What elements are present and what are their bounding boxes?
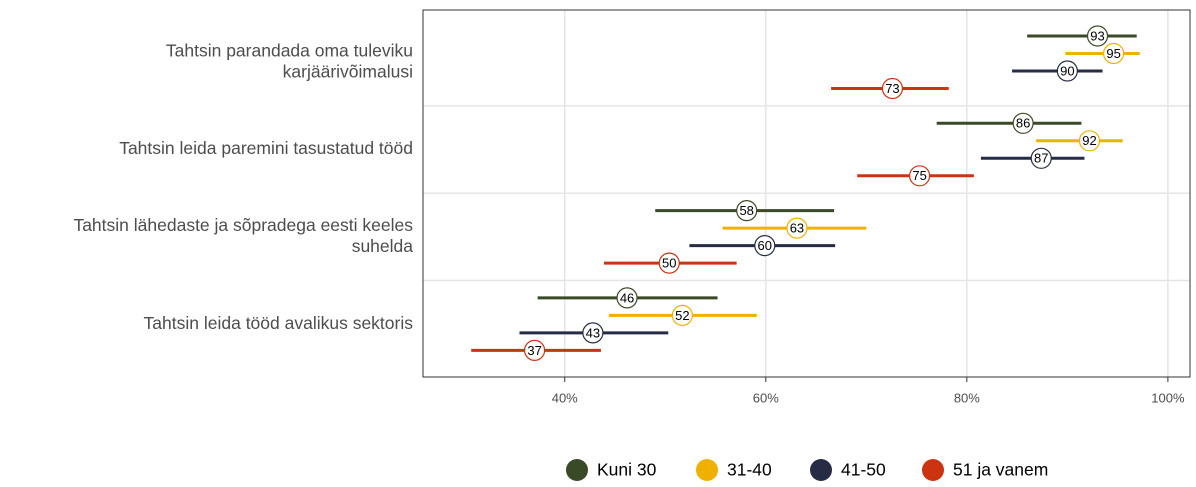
x-tick-label: 60% — [753, 390, 779, 405]
category-label: Tahtsin lähedaste ja sõpradega eesti kee… — [73, 215, 413, 235]
legend-swatch — [922, 459, 944, 481]
value-label: 58 — [739, 203, 753, 218]
legend-label: 41-50 — [841, 460, 886, 480]
category-label: Tahtsin leida paremini tasustatud tööd — [119, 138, 413, 158]
value-label: 87 — [1034, 151, 1048, 166]
point — [908, 165, 931, 187]
category-label: karjäärivõimalusi — [283, 61, 413, 81]
category-label: suhelda — [352, 236, 414, 256]
value-label: 93 — [1090, 28, 1104, 43]
point — [1086, 25, 1109, 47]
value-label: 52 — [675, 308, 689, 323]
value-label: 63 — [790, 221, 804, 236]
point — [786, 217, 808, 239]
category-label: Tahtsin leida tööd avalikus sektoris — [144, 313, 414, 333]
legend-label: Kuni 30 — [597, 460, 657, 480]
legend-swatch — [566, 459, 588, 481]
value-label: 46 — [620, 290, 634, 305]
point — [1103, 42, 1125, 65]
point — [1078, 130, 1101, 152]
legend-swatch — [810, 459, 832, 481]
legend-label: 31-40 — [727, 460, 772, 480]
value-label: 92 — [1082, 133, 1096, 148]
point — [881, 77, 904, 100]
x-tick-label: 80% — [954, 390, 980, 405]
point — [671, 304, 693, 326]
point — [582, 322, 604, 344]
value-label: 73 — [885, 81, 899, 96]
value-label: 50 — [662, 256, 676, 271]
point — [658, 252, 680, 274]
value-label: 60 — [758, 238, 772, 253]
value-label: 90 — [1060, 63, 1074, 78]
x-tick-label: 100% — [1151, 390, 1185, 405]
value-label: 86 — [1016, 116, 1030, 131]
point — [754, 235, 776, 257]
x-tick-label: 40% — [552, 390, 578, 405]
point — [1056, 60, 1078, 82]
value-label: 95 — [1106, 46, 1120, 61]
value-label: 75 — [912, 168, 926, 183]
point — [616, 287, 638, 309]
value-label: 37 — [527, 343, 541, 358]
point — [1030, 147, 1052, 169]
category-label: Tahtsin parandada oma tuleviku — [166, 40, 413, 60]
legend-swatch — [696, 459, 718, 481]
point — [736, 200, 758, 222]
plot-border — [422, 9, 1191, 378]
legend-label: 51 ja vanem — [953, 460, 1048, 480]
point — [523, 339, 546, 361]
value-label: 43 — [586, 325, 600, 340]
point — [1012, 112, 1034, 134]
